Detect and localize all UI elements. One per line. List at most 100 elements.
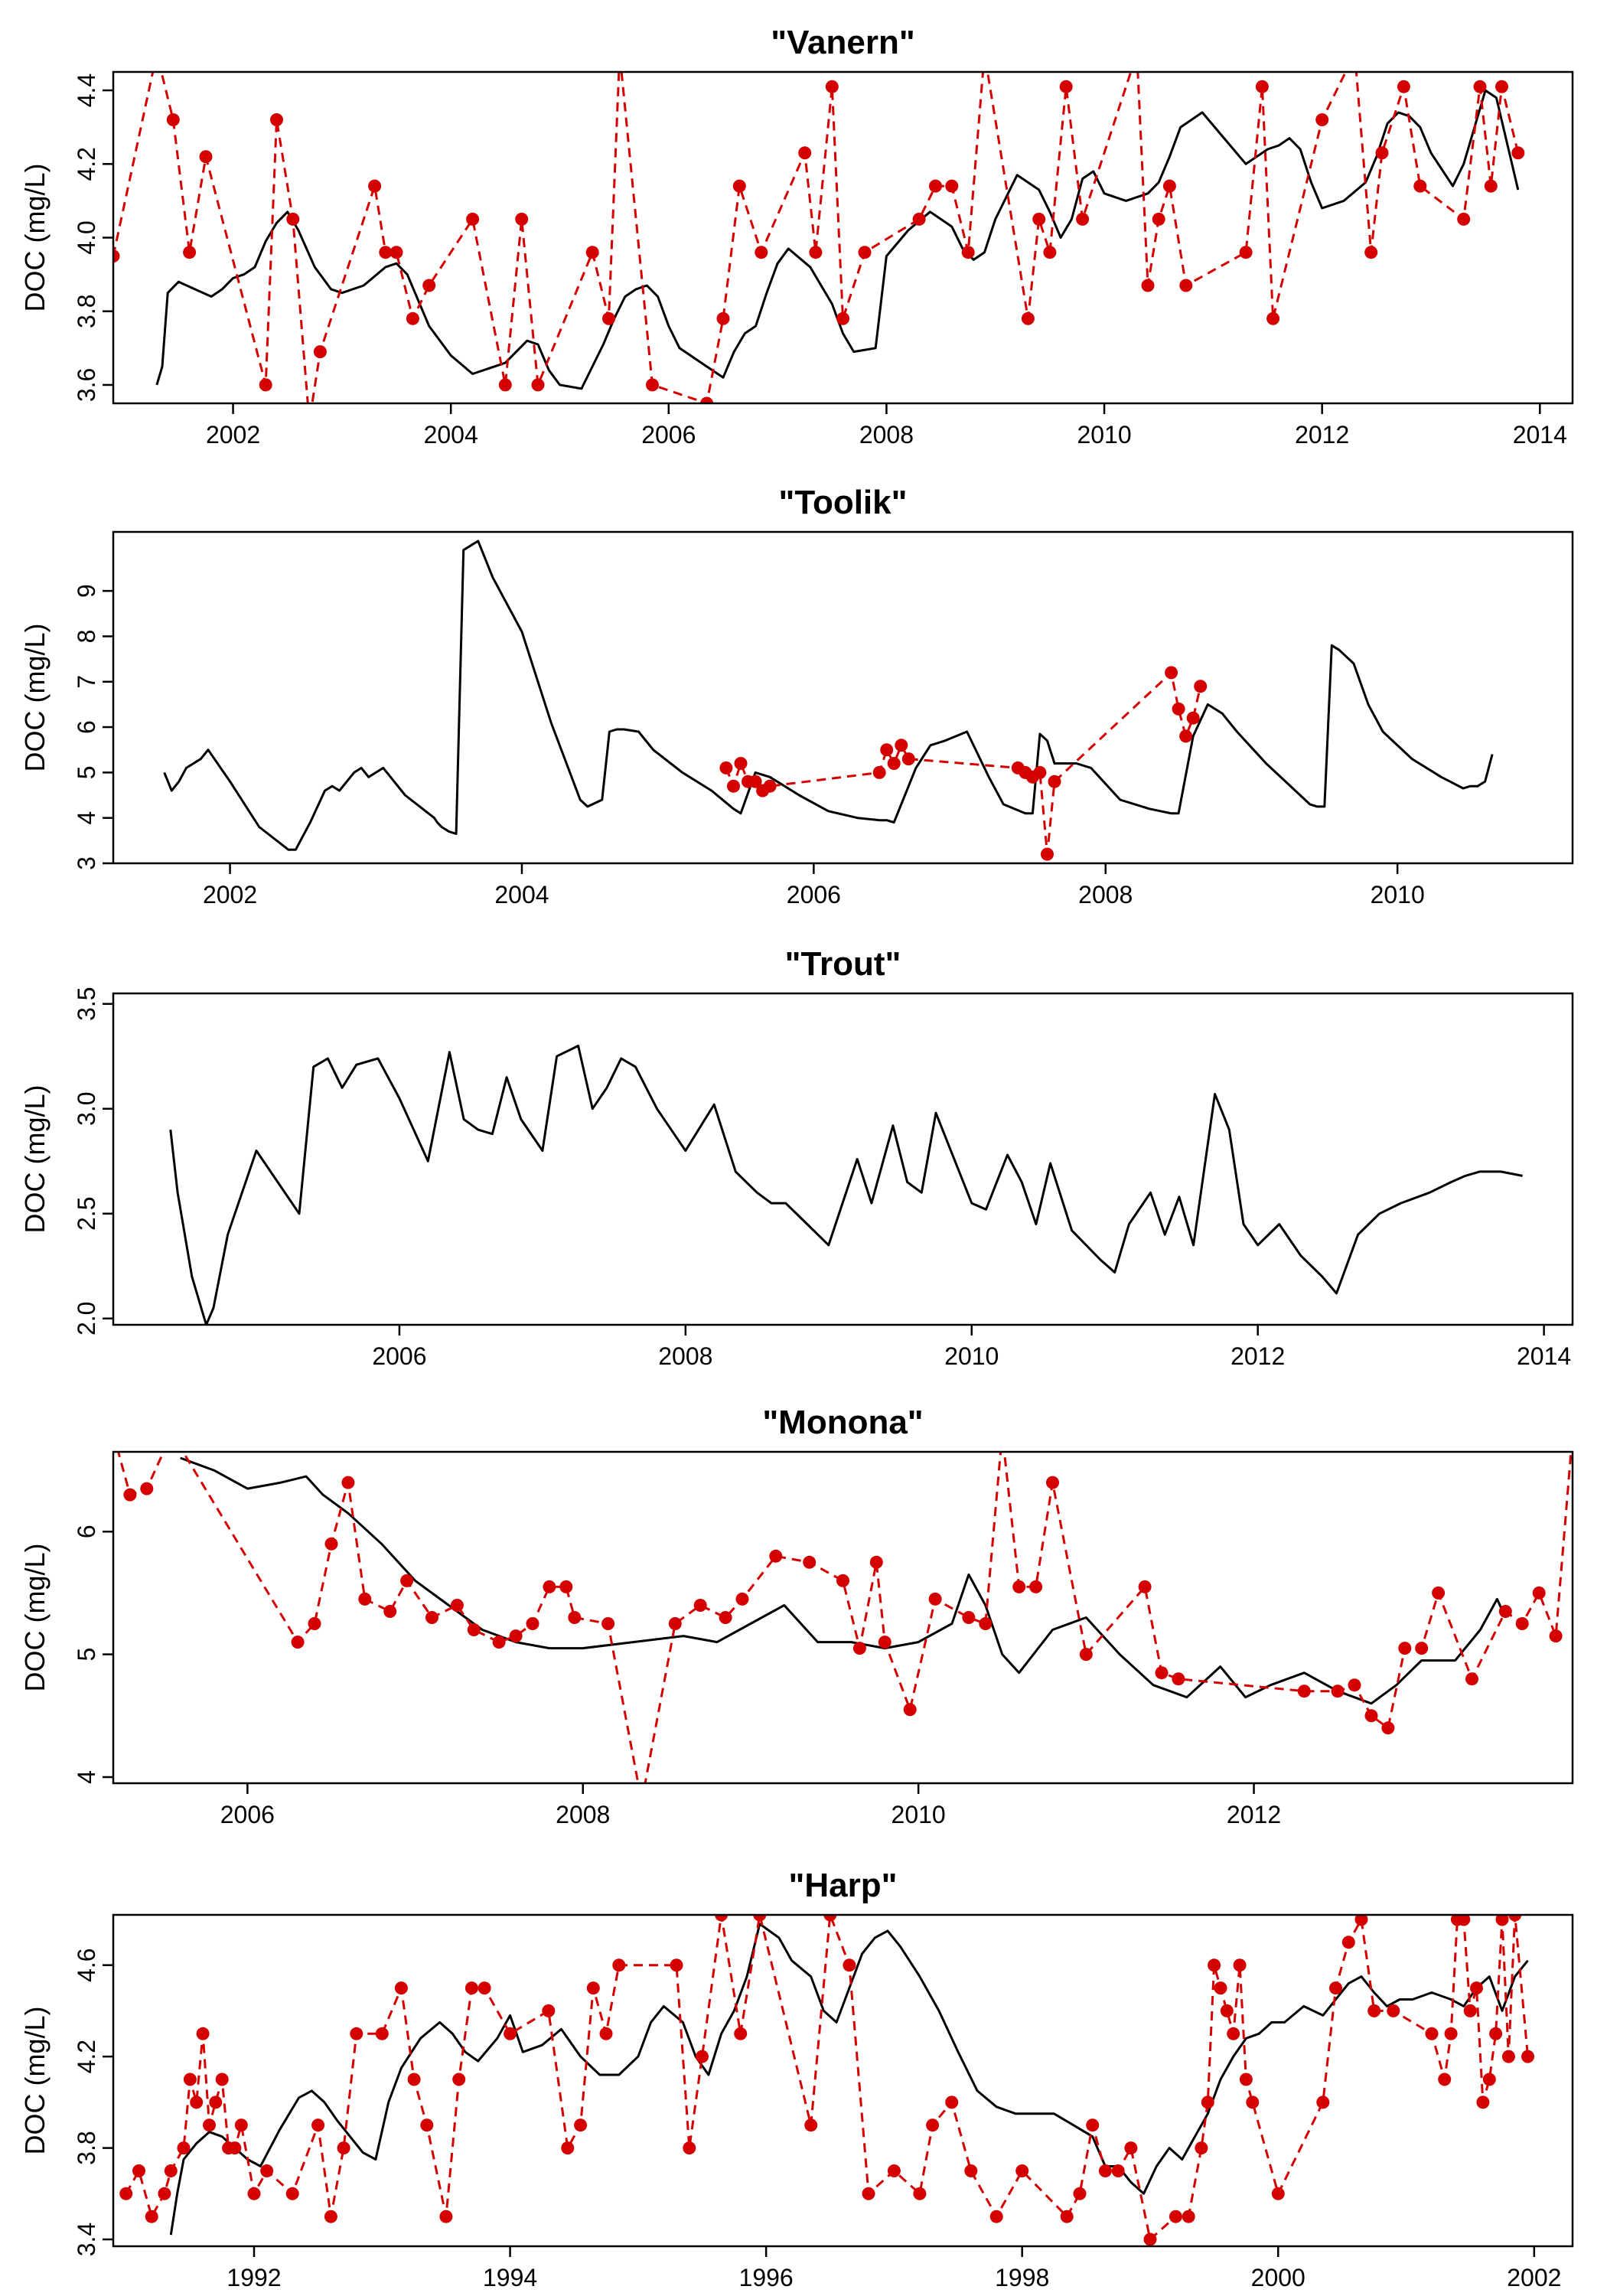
observed-point xyxy=(1162,179,1176,193)
y-tick-label: 5 xyxy=(73,1648,100,1662)
plot-area xyxy=(107,1427,1573,1783)
observed-point xyxy=(586,1981,600,1995)
observed-point xyxy=(1482,2073,1496,2086)
plot-frame xyxy=(112,530,1574,865)
observed-point xyxy=(420,2118,434,2132)
observed-point xyxy=(107,1427,120,1440)
x-tick-label: 1992 xyxy=(227,2264,281,2291)
y-tick-label: 2.5 xyxy=(73,1197,100,1231)
observed-point xyxy=(1152,212,1165,226)
chart-panel: "Vanern" DOC (mg/L) 2002 2004 2006 2008 2010 20… xyxy=(19,24,1574,448)
plot-area xyxy=(113,47,1525,403)
observed-point xyxy=(996,1427,1009,1440)
observed-point xyxy=(422,279,436,292)
observed-point xyxy=(962,1611,976,1624)
x-tick-label: 2010 xyxy=(1371,881,1425,908)
observed-point xyxy=(183,246,197,259)
observed-point xyxy=(1341,1936,1355,1949)
y-tick-label: 4.2 xyxy=(73,2040,100,2073)
observed-point xyxy=(324,1537,338,1551)
observed-point xyxy=(929,179,942,193)
observed-point xyxy=(478,1981,491,1995)
observed-point xyxy=(809,246,823,259)
observed-point xyxy=(228,2141,242,2155)
observed-point xyxy=(259,378,272,392)
observed-point xyxy=(1141,279,1155,292)
observed-point xyxy=(450,1599,464,1612)
observed-point xyxy=(285,2187,299,2200)
observed-point xyxy=(1549,1629,1563,1643)
observed-point xyxy=(270,113,283,126)
y-tick-label: 5 xyxy=(73,765,100,779)
chart-title: "Trout" xyxy=(785,945,901,983)
x-tick-label: 2008 xyxy=(1078,881,1133,908)
observed-point xyxy=(1364,246,1378,259)
y-axis-label: DOC (mg/L) xyxy=(19,1543,51,1691)
observed-series-line xyxy=(117,1452,1573,1783)
observed-point xyxy=(1415,1642,1429,1655)
observed-point xyxy=(150,47,163,60)
observed-point xyxy=(803,1555,817,1569)
y-axis-label: DOC (mg/L) xyxy=(19,163,51,311)
observed-point xyxy=(1476,2095,1490,2109)
observed-point xyxy=(1381,1721,1395,1735)
observed-point xyxy=(763,779,777,793)
observed-point xyxy=(466,212,480,226)
chart-panel: "Harp" DOC (mg/L) 1992 1994 1996 1998 2000 2002… xyxy=(19,1867,1574,2291)
x-tick-label: 2004 xyxy=(424,421,478,448)
observed-point xyxy=(1354,1915,1368,1926)
y-tick-label: 4.4 xyxy=(73,73,100,107)
observed-point xyxy=(1470,1981,1483,1995)
observed-point xyxy=(1444,2027,1458,2040)
observed-point xyxy=(1484,179,1498,193)
observed-point xyxy=(646,378,659,392)
observed-point xyxy=(1348,1678,1361,1692)
x-tick-label: 2002 xyxy=(1507,2264,1561,2291)
observed-point xyxy=(1367,2004,1381,2017)
observed-point xyxy=(561,2141,575,2155)
observed-point xyxy=(1015,2164,1029,2177)
x-tick-label: 2010 xyxy=(944,1342,999,1370)
observed-point xyxy=(1508,1915,1522,1922)
observed-point xyxy=(394,1981,408,1995)
x-tick-label: 2010 xyxy=(1077,421,1131,448)
y-tick-label: 4.6 xyxy=(73,1948,100,1981)
observed-point xyxy=(1511,146,1525,160)
observed-point xyxy=(324,2210,337,2223)
observed-point xyxy=(368,179,382,193)
y-tick-label: 4.0 xyxy=(73,220,100,254)
observed-point xyxy=(1182,2210,1195,2223)
observed-point xyxy=(260,2164,274,2177)
observed-point xyxy=(467,1623,481,1636)
plot-area xyxy=(169,1045,1523,1325)
observed-point xyxy=(439,2210,453,2223)
observed-point xyxy=(1364,1709,1378,1723)
observed-point xyxy=(350,2027,363,2040)
observed-point xyxy=(926,2118,940,2132)
observed-point xyxy=(1489,2027,1503,2040)
observed-point xyxy=(1266,311,1280,325)
observed-point xyxy=(964,2164,978,2177)
chart-title: "Harp" xyxy=(789,1867,898,1904)
observed-point xyxy=(1348,47,1361,60)
x-tick-label: 2006 xyxy=(787,881,841,908)
x-tick-label: 2010 xyxy=(892,1801,946,1828)
observed-point xyxy=(1012,1580,1026,1593)
observed-point xyxy=(1046,1476,1059,1489)
x-tick-label: 2008 xyxy=(658,1342,712,1370)
observed-point xyxy=(719,761,733,775)
observed-point xyxy=(843,1958,856,1972)
observed-point xyxy=(1315,113,1329,126)
model-series-line xyxy=(169,1045,1523,1325)
observed-point xyxy=(1297,1684,1311,1698)
observed-point xyxy=(177,2141,191,2155)
observed-point xyxy=(1465,1672,1478,1686)
model-series-line xyxy=(155,89,1520,390)
observed-point xyxy=(798,146,812,160)
observed-point xyxy=(700,396,714,403)
observed-point xyxy=(183,2073,197,2086)
observed-point xyxy=(504,2027,517,2040)
observed-point xyxy=(1255,80,1269,93)
observed-point xyxy=(313,345,327,359)
